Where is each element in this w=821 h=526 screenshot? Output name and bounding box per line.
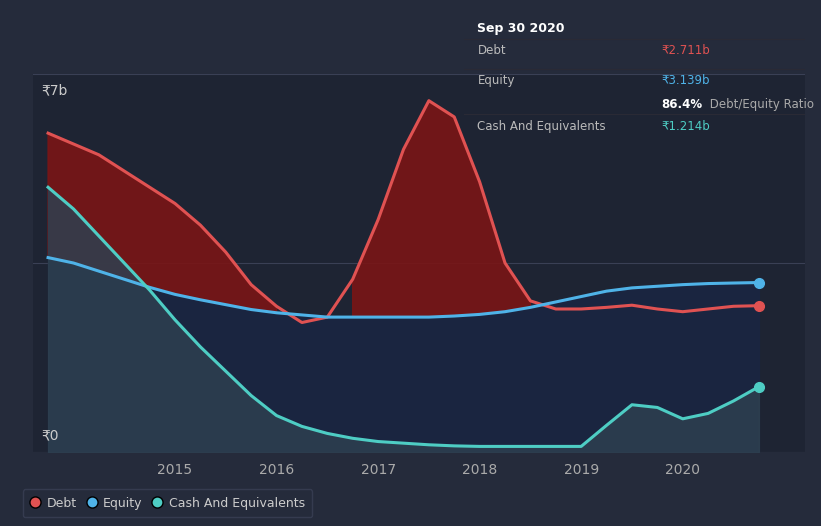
Text: ₹7b: ₹7b	[41, 84, 67, 97]
Text: ₹2.711b: ₹2.711b	[662, 44, 710, 57]
Text: ₹0: ₹0	[41, 429, 58, 442]
Text: 86.4%: 86.4%	[662, 98, 703, 111]
Text: Debt: Debt	[478, 44, 506, 57]
Text: Debt/Equity Ratio: Debt/Equity Ratio	[706, 98, 814, 111]
Text: ₹1.214b: ₹1.214b	[662, 120, 710, 133]
Text: Sep 30 2020: Sep 30 2020	[478, 22, 565, 35]
Text: Equity: Equity	[478, 74, 515, 87]
Text: Cash And Equivalents: Cash And Equivalents	[478, 120, 606, 133]
Text: ₹3.139b: ₹3.139b	[662, 74, 710, 87]
Legend: Debt, Equity, Cash And Equivalents: Debt, Equity, Cash And Equivalents	[23, 489, 312, 517]
